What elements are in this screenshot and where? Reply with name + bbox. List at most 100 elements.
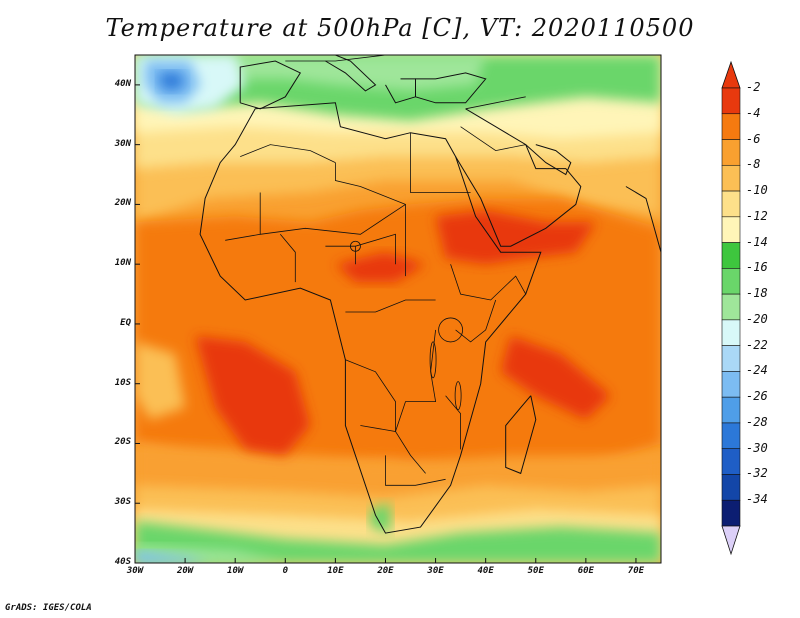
country-border-0	[240, 144, 336, 163]
country-border-11	[450, 264, 527, 301]
footer-credit: GrADS: IGES/COLA	[5, 603, 92, 613]
colorbar-label: -24	[746, 363, 768, 378]
colorbar-swatch	[721, 190, 741, 218]
colorbar-label: -26	[746, 389, 768, 404]
atlantic-deep-blue	[160, 72, 186, 91]
colorbar-swatch	[721, 113, 741, 140]
map-title: Temperature at 500hPa [C], VT: 202011050…	[105, 14, 695, 42]
lon-label: 20E	[377, 566, 394, 576]
lat-label: 20N	[114, 198, 131, 209]
central-hot	[335, 252, 426, 283]
coastlines	[199, 55, 661, 534]
colorbar-swatch	[721, 371, 741, 398]
colorbar-label: -22	[746, 337, 768, 352]
southern-green-band	[135, 521, 661, 563]
lon-label: 20W	[176, 566, 194, 576]
colorbar-bottom-arrow	[721, 525, 741, 556]
lat-label: 10N	[114, 258, 131, 269]
country-border-10	[455, 299, 497, 343]
lat-label: 40S	[114, 557, 131, 567]
colorbar-label: -2	[746, 80, 761, 94]
lat-label: 20S	[114, 437, 131, 448]
country-border-7	[345, 359, 396, 432]
country-border-2	[225, 192, 261, 241]
plot-frame	[134, 54, 662, 564]
lon-label: 10W	[227, 566, 244, 576]
country-border-3	[334, 162, 406, 277]
gulf-coast	[525, 144, 572, 176]
colorbar-swatch	[721, 319, 741, 346]
colorbar-label: -8	[746, 157, 761, 172]
turkey-coast	[415, 72, 487, 104]
country-border-9	[445, 395, 462, 450]
iberia-coast	[239, 60, 302, 110]
colorbar-label: -4	[746, 105, 761, 120]
madagascar-coast	[505, 395, 537, 475]
colorbar-label: -32	[746, 466, 768, 481]
colorbar-swatch	[721, 268, 741, 295]
colorbar-swatch	[721, 396, 741, 424]
country-border-12	[354, 233, 396, 265]
colorbar-swatch	[721, 499, 741, 527]
country-border-13	[279, 234, 296, 283]
country-border-17	[285, 55, 386, 62]
west-ocean-mild	[135, 341, 186, 420]
mediterranean-pale	[160, 55, 486, 91]
lon-label: 60E	[577, 566, 594, 576]
lat-label: 30S	[114, 497, 131, 508]
lake-malawi	[454, 381, 462, 411]
south-atlantic-blue	[135, 551, 211, 563]
colorbar-swatch	[721, 139, 741, 166]
colorbar-label: -20	[746, 311, 768, 326]
lon-label: 50E	[527, 566, 544, 576]
indian-ocean-hot	[500, 335, 611, 420]
colorbar-swatch	[721, 216, 741, 243]
colorbar-swatch	[721, 448, 741, 475]
lon-label: 0	[282, 566, 288, 576]
italy-coast	[325, 55, 377, 92]
colorbar-label: -18	[746, 286, 768, 301]
country-border-1	[260, 204, 406, 235]
colorbar-swatch	[721, 345, 741, 372]
colorbar-label: -14	[746, 234, 768, 249]
country-border-4	[410, 132, 471, 193]
lat-label: 40N	[114, 78, 131, 89]
colorbar-label: -10	[746, 183, 768, 198]
temperature-field	[135, 55, 661, 563]
colorbar-swatch	[721, 164, 741, 192]
country-border-5	[345, 299, 436, 313]
country-border-15	[465, 96, 526, 110]
colorbar-label: -12	[746, 208, 768, 223]
lat-label: EQ	[120, 317, 131, 328]
africa-coast	[199, 102, 542, 534]
lon-label: 10E	[327, 566, 344, 576]
lake-victoria	[438, 317, 464, 343]
lake-tanganyika	[429, 341, 437, 379]
southern-africa-green	[370, 503, 391, 534]
colorbar-swatch	[721, 87, 741, 115]
lon-label: 30E	[427, 566, 444, 576]
india-coast	[625, 186, 661, 253]
lon-label: 40E	[477, 566, 494, 576]
east-africa-hot	[435, 210, 596, 265]
lake-chad	[350, 240, 361, 252]
arabia-coast	[455, 108, 582, 247]
lat-label: 10S	[114, 377, 131, 388]
country-border-8	[385, 455, 446, 486]
axis-ticks	[134, 84, 637, 564]
lon-label: 30W	[126, 566, 144, 576]
colorbar-swatch	[721, 422, 741, 450]
colorbar-label: -16	[746, 260, 768, 275]
colorbar-label: -34	[746, 492, 768, 507]
lon-label: 70E	[627, 566, 645, 576]
colorbar-label: -6	[746, 131, 761, 146]
colorbar-swatch	[721, 474, 741, 501]
south-atlantic-hot	[195, 335, 311, 456]
country-border-16	[460, 126, 526, 152]
colorbar-label: -30	[746, 440, 768, 455]
lat-label: 30N	[114, 138, 131, 149]
colorbar-label: -28	[746, 414, 768, 429]
colorbar-top-arrow	[721, 60, 741, 89]
